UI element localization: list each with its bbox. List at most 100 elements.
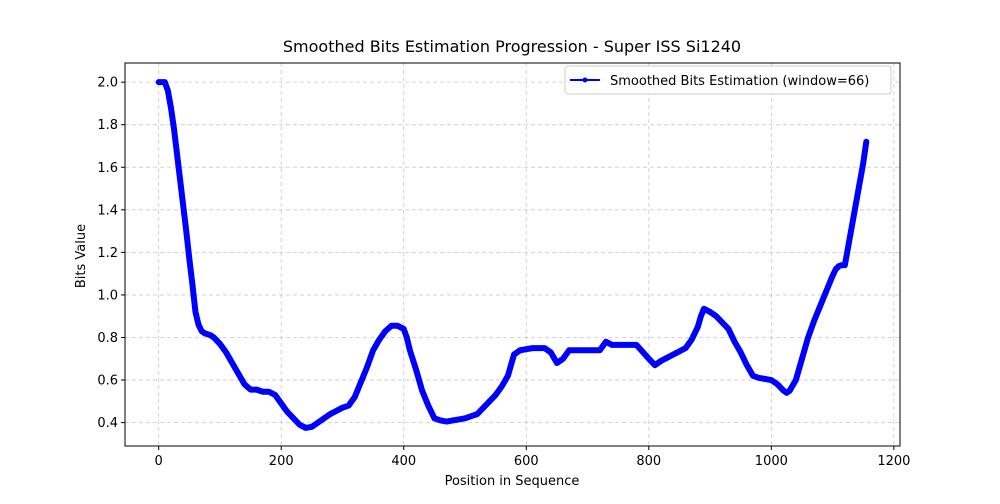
data-point bbox=[183, 228, 189, 234]
data-point bbox=[695, 324, 701, 330]
data-point bbox=[407, 347, 413, 353]
data-point bbox=[278, 400, 284, 406]
x-tick-label: 1000 bbox=[755, 454, 788, 469]
data-point bbox=[744, 362, 750, 368]
data-point bbox=[186, 256, 192, 262]
data-point bbox=[487, 398, 493, 404]
data-point bbox=[389, 323, 394, 329]
plot-frame bbox=[124, 62, 901, 447]
data-point bbox=[493, 392, 499, 398]
data-point bbox=[303, 425, 309, 431]
x-tick-label: 400 bbox=[391, 454, 416, 469]
data-point bbox=[774, 381, 780, 387]
data-point bbox=[235, 371, 241, 377]
data-point bbox=[799, 356, 805, 362]
data-point bbox=[851, 211, 857, 217]
data-point bbox=[171, 126, 177, 132]
data-point bbox=[698, 313, 704, 319]
data-point bbox=[444, 419, 450, 425]
data-point bbox=[223, 349, 229, 355]
data-point bbox=[756, 375, 762, 381]
data-point bbox=[732, 339, 738, 345]
data-point bbox=[211, 334, 217, 340]
data-point bbox=[848, 228, 854, 234]
data-point bbox=[689, 337, 695, 343]
data-point bbox=[156, 79, 162, 85]
data-point bbox=[462, 415, 468, 421]
legend[interactable]: Smoothed Bits Estimation (window=66) bbox=[564, 65, 892, 95]
data-point bbox=[431, 415, 437, 421]
data-point bbox=[499, 383, 505, 389]
data-point bbox=[713, 313, 719, 319]
y-tick-label: 0.4 bbox=[97, 416, 118, 431]
y-axis-label: Bits Value bbox=[74, 224, 89, 288]
data-point bbox=[419, 388, 425, 394]
data-point bbox=[646, 356, 652, 362]
data-point bbox=[676, 348, 682, 354]
data-point bbox=[585, 347, 591, 353]
x-tick-label: 800 bbox=[636, 454, 661, 469]
data-point bbox=[376, 337, 382, 343]
data-point bbox=[597, 347, 603, 353]
data-point bbox=[241, 381, 247, 387]
data-point bbox=[857, 177, 863, 183]
data-point bbox=[658, 358, 664, 364]
data-point bbox=[346, 403, 352, 409]
y-tick-label: 0.6 bbox=[97, 374, 118, 389]
data-point bbox=[266, 389, 272, 395]
data-point bbox=[805, 334, 811, 340]
data-point bbox=[536, 345, 542, 351]
data-point bbox=[560, 356, 566, 362]
data-point bbox=[511, 352, 517, 358]
legend-entry-label: Smoothed Bits Estimation (window=66) bbox=[610, 74, 869, 89]
data-point bbox=[425, 403, 431, 409]
data-point bbox=[505, 373, 511, 379]
data-point bbox=[358, 379, 364, 385]
y-tick-label: 1.2 bbox=[97, 246, 118, 261]
data-point bbox=[168, 105, 174, 111]
data-point bbox=[327, 411, 333, 417]
data-point bbox=[768, 377, 774, 383]
data-point bbox=[863, 139, 869, 145]
data-point bbox=[180, 203, 186, 209]
data-point bbox=[413, 366, 419, 372]
data-point bbox=[603, 339, 609, 345]
y-tick-label: 1.4 bbox=[97, 203, 118, 218]
data-point bbox=[707, 309, 713, 315]
data-point bbox=[309, 424, 315, 430]
data-point bbox=[548, 349, 554, 355]
data-point bbox=[248, 387, 254, 393]
series-layer bbox=[155, 79, 870, 431]
x-axis-label: Position in Sequence bbox=[445, 474, 580, 489]
data-point bbox=[290, 415, 296, 421]
data-point bbox=[254, 387, 260, 393]
axes: 0 200 400 600 800 1000 1200 0.4 0.6 0.8 1.0 1.2 1.4 1… bbox=[97, 76, 910, 469]
data-point bbox=[609, 342, 615, 348]
legend-marker-swatch bbox=[582, 77, 588, 83]
y-tick-label: 1.0 bbox=[97, 288, 118, 303]
data-point bbox=[260, 389, 266, 395]
data-point bbox=[572, 347, 578, 353]
data-point bbox=[364, 364, 370, 370]
data-point bbox=[395, 323, 401, 329]
data-point bbox=[615, 342, 621, 348]
data-point bbox=[468, 413, 474, 419]
data-point bbox=[738, 349, 744, 355]
data-point bbox=[523, 346, 529, 352]
data-point bbox=[189, 281, 195, 287]
data-point bbox=[165, 88, 171, 94]
data-point bbox=[566, 347, 572, 353]
data-point bbox=[404, 334, 410, 340]
data-point bbox=[830, 273, 836, 279]
data-point bbox=[554, 360, 560, 366]
data-point bbox=[787, 388, 793, 394]
data-point bbox=[652, 362, 658, 368]
data-point bbox=[321, 415, 327, 421]
data-point bbox=[621, 342, 627, 348]
y-tick-label: 2.0 bbox=[97, 76, 118, 91]
data-point bbox=[450, 417, 456, 423]
y-tick-label: 1.6 bbox=[97, 161, 118, 176]
x-tick-label: 200 bbox=[269, 454, 294, 469]
y-tick-label: 0.8 bbox=[97, 331, 118, 346]
